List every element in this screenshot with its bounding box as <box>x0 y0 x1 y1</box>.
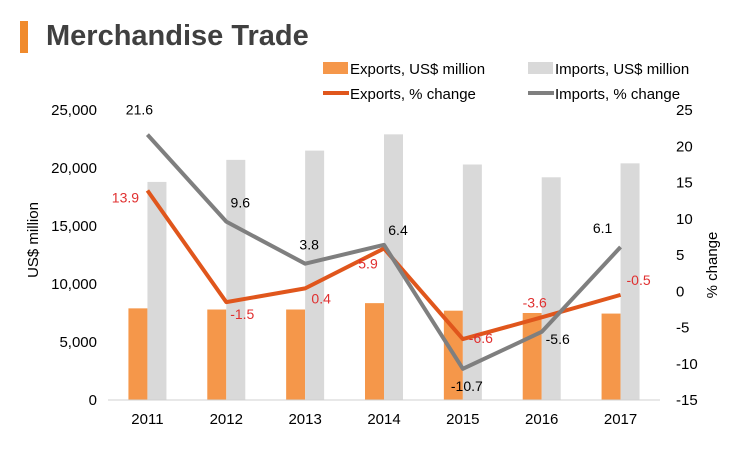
data-label-imports-2013: 3.8 <box>299 237 319 253</box>
data-label-imports-2014: 6.4 <box>388 222 408 238</box>
bar-imports-2011 <box>147 181 167 400</box>
data-label-exports-2013: 0.4 <box>311 290 331 306</box>
bar-imports-2016 <box>541 177 561 400</box>
bar-imports-2015 <box>462 164 482 400</box>
y-right-tick-label: -10 <box>676 356 698 373</box>
x-tick-label-2011: 2011 <box>131 411 163 428</box>
y-left-tick-label: 5,000 <box>59 334 97 351</box>
legend-label-2: Exports, % change <box>350 86 476 103</box>
y-left-tick-label: 20,000 <box>51 160 97 177</box>
x-tick-label-2016: 2016 <box>525 411 558 428</box>
y-right-tick-label: 20 <box>676 138 693 155</box>
y-right-tick-label: 10 <box>676 211 693 228</box>
legend-label-1: Imports, US$ million <box>555 61 689 78</box>
legend-label-0: Exports, US$ million <box>350 61 485 78</box>
bars-group <box>128 134 640 401</box>
y-right-tick-label: 15 <box>676 175 693 192</box>
bar-exports-2014 <box>365 303 384 400</box>
x-tick-label-2015: 2015 <box>446 411 479 428</box>
data-label-imports-2017: 6.1 <box>593 220 613 236</box>
line-imports-pct-change <box>145 133 623 371</box>
bar-imports-2014 <box>384 134 403 401</box>
y-right-tick-label: 5 <box>676 247 684 264</box>
bar-imports-2017 <box>620 163 640 400</box>
title-accent-bar <box>20 21 28 53</box>
legend-label-3: Imports, % change <box>555 86 680 103</box>
data-labels-group: 13.9 -1.5 0.4 5.9 -6.6 -3.6 -0.5 21.6 9.6 3.8 6.4 -… <box>112 102 651 394</box>
y-left-axis-title: US$ million <box>25 202 42 278</box>
lines-group <box>145 133 623 371</box>
data-label-exports-2017: -0.5 <box>627 272 651 288</box>
y-left-tick-label: 25,000 <box>51 102 97 119</box>
data-label-exports-2016: -3.6 <box>523 294 547 310</box>
y-right-axis-title: % change <box>704 232 721 299</box>
bar-exports-2016 <box>522 313 542 400</box>
bar-exports-2011 <box>128 308 148 400</box>
data-label-exports-2011: 13.9 <box>112 189 139 205</box>
data-label-exports-2012: -1.5 <box>230 306 254 322</box>
bar-imports-2013 <box>305 150 325 400</box>
bar-imports-2012 <box>226 159 246 400</box>
x-tick-label-2013: 2013 <box>288 411 321 428</box>
y-left-tick-label: 15,000 <box>51 218 97 235</box>
legend-swatch-0 <box>323 62 348 74</box>
bar-exports-2013 <box>286 309 306 400</box>
bar-exports-2017 <box>601 313 621 400</box>
data-label-imports-2012: 9.6 <box>231 195 251 211</box>
chart-title: Merchandise Trade <box>46 20 309 52</box>
data-label-imports-2015: -10.7 <box>451 378 483 394</box>
axes-group: 2011 2012 2013 2014 2015 2016 201705,00010,000… <box>25 102 721 428</box>
y-right-tick-label: 0 <box>676 283 684 300</box>
x-tick-label-2014: 2014 <box>367 411 400 428</box>
legend-swatch-1 <box>528 62 553 74</box>
y-right-tick-label: 25 <box>676 102 693 119</box>
y-left-tick-label: 10,000 <box>51 276 97 293</box>
data-label-exports-2014: 5.9 <box>358 255 378 271</box>
bar-exports-2012 <box>207 309 227 400</box>
data-label-imports-2016: -5.6 <box>546 331 570 347</box>
y-right-tick-label: -15 <box>676 392 698 409</box>
legend: Exports, US$ million Imports, US$ million… <box>323 61 689 103</box>
x-tick-label-2012: 2012 <box>210 411 243 428</box>
y-right-tick-label: -5 <box>676 320 689 337</box>
y-left-tick-label: 0 <box>89 392 97 409</box>
data-label-exports-2015: -6.6 <box>469 330 493 346</box>
data-label-imports-2011: 21.6 <box>126 102 153 118</box>
x-tick-label-2017: 2017 <box>604 411 637 428</box>
